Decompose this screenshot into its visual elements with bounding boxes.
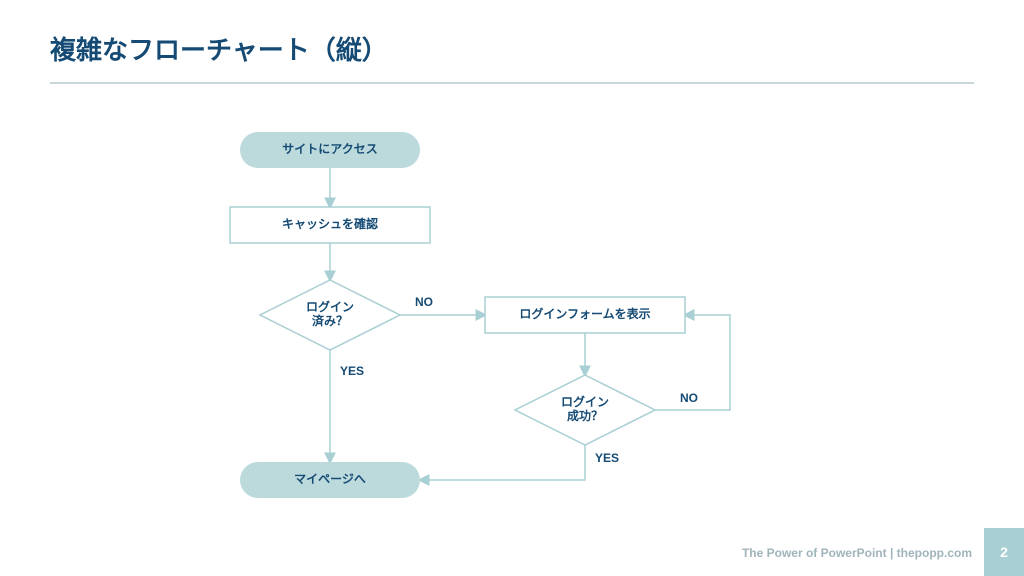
node-label: 済み？ (312, 313, 348, 328)
node-label: キャッシュを確認 (282, 216, 378, 231)
edge-label: NO (680, 391, 698, 405)
slide-title: 複雑なフローチャート（縦） (50, 30, 388, 67)
edge-label: NO (415, 295, 433, 309)
node-label: マイページへ (294, 472, 366, 486)
page-number-badge: 2 (984, 528, 1024, 576)
flowchart-canvas: NOYESYESNO サイトにアクセスキャッシュを確認ログイン済み？ログインフォ… (0, 100, 1024, 530)
node-label: ログイン (561, 394, 609, 409)
node-label: ログインフォームを表示 (519, 306, 650, 321)
edge-label: YES (340, 364, 364, 378)
title-divider (50, 82, 974, 84)
node-label: サイトにアクセス (282, 142, 377, 156)
flow-edge (420, 445, 585, 480)
edge-label: YES (595, 451, 619, 465)
node-label: 成功？ (567, 408, 603, 423)
node-label: ログイン (306, 299, 354, 314)
footer-text: The Power of PowerPoint | thepopp.com (742, 546, 972, 560)
